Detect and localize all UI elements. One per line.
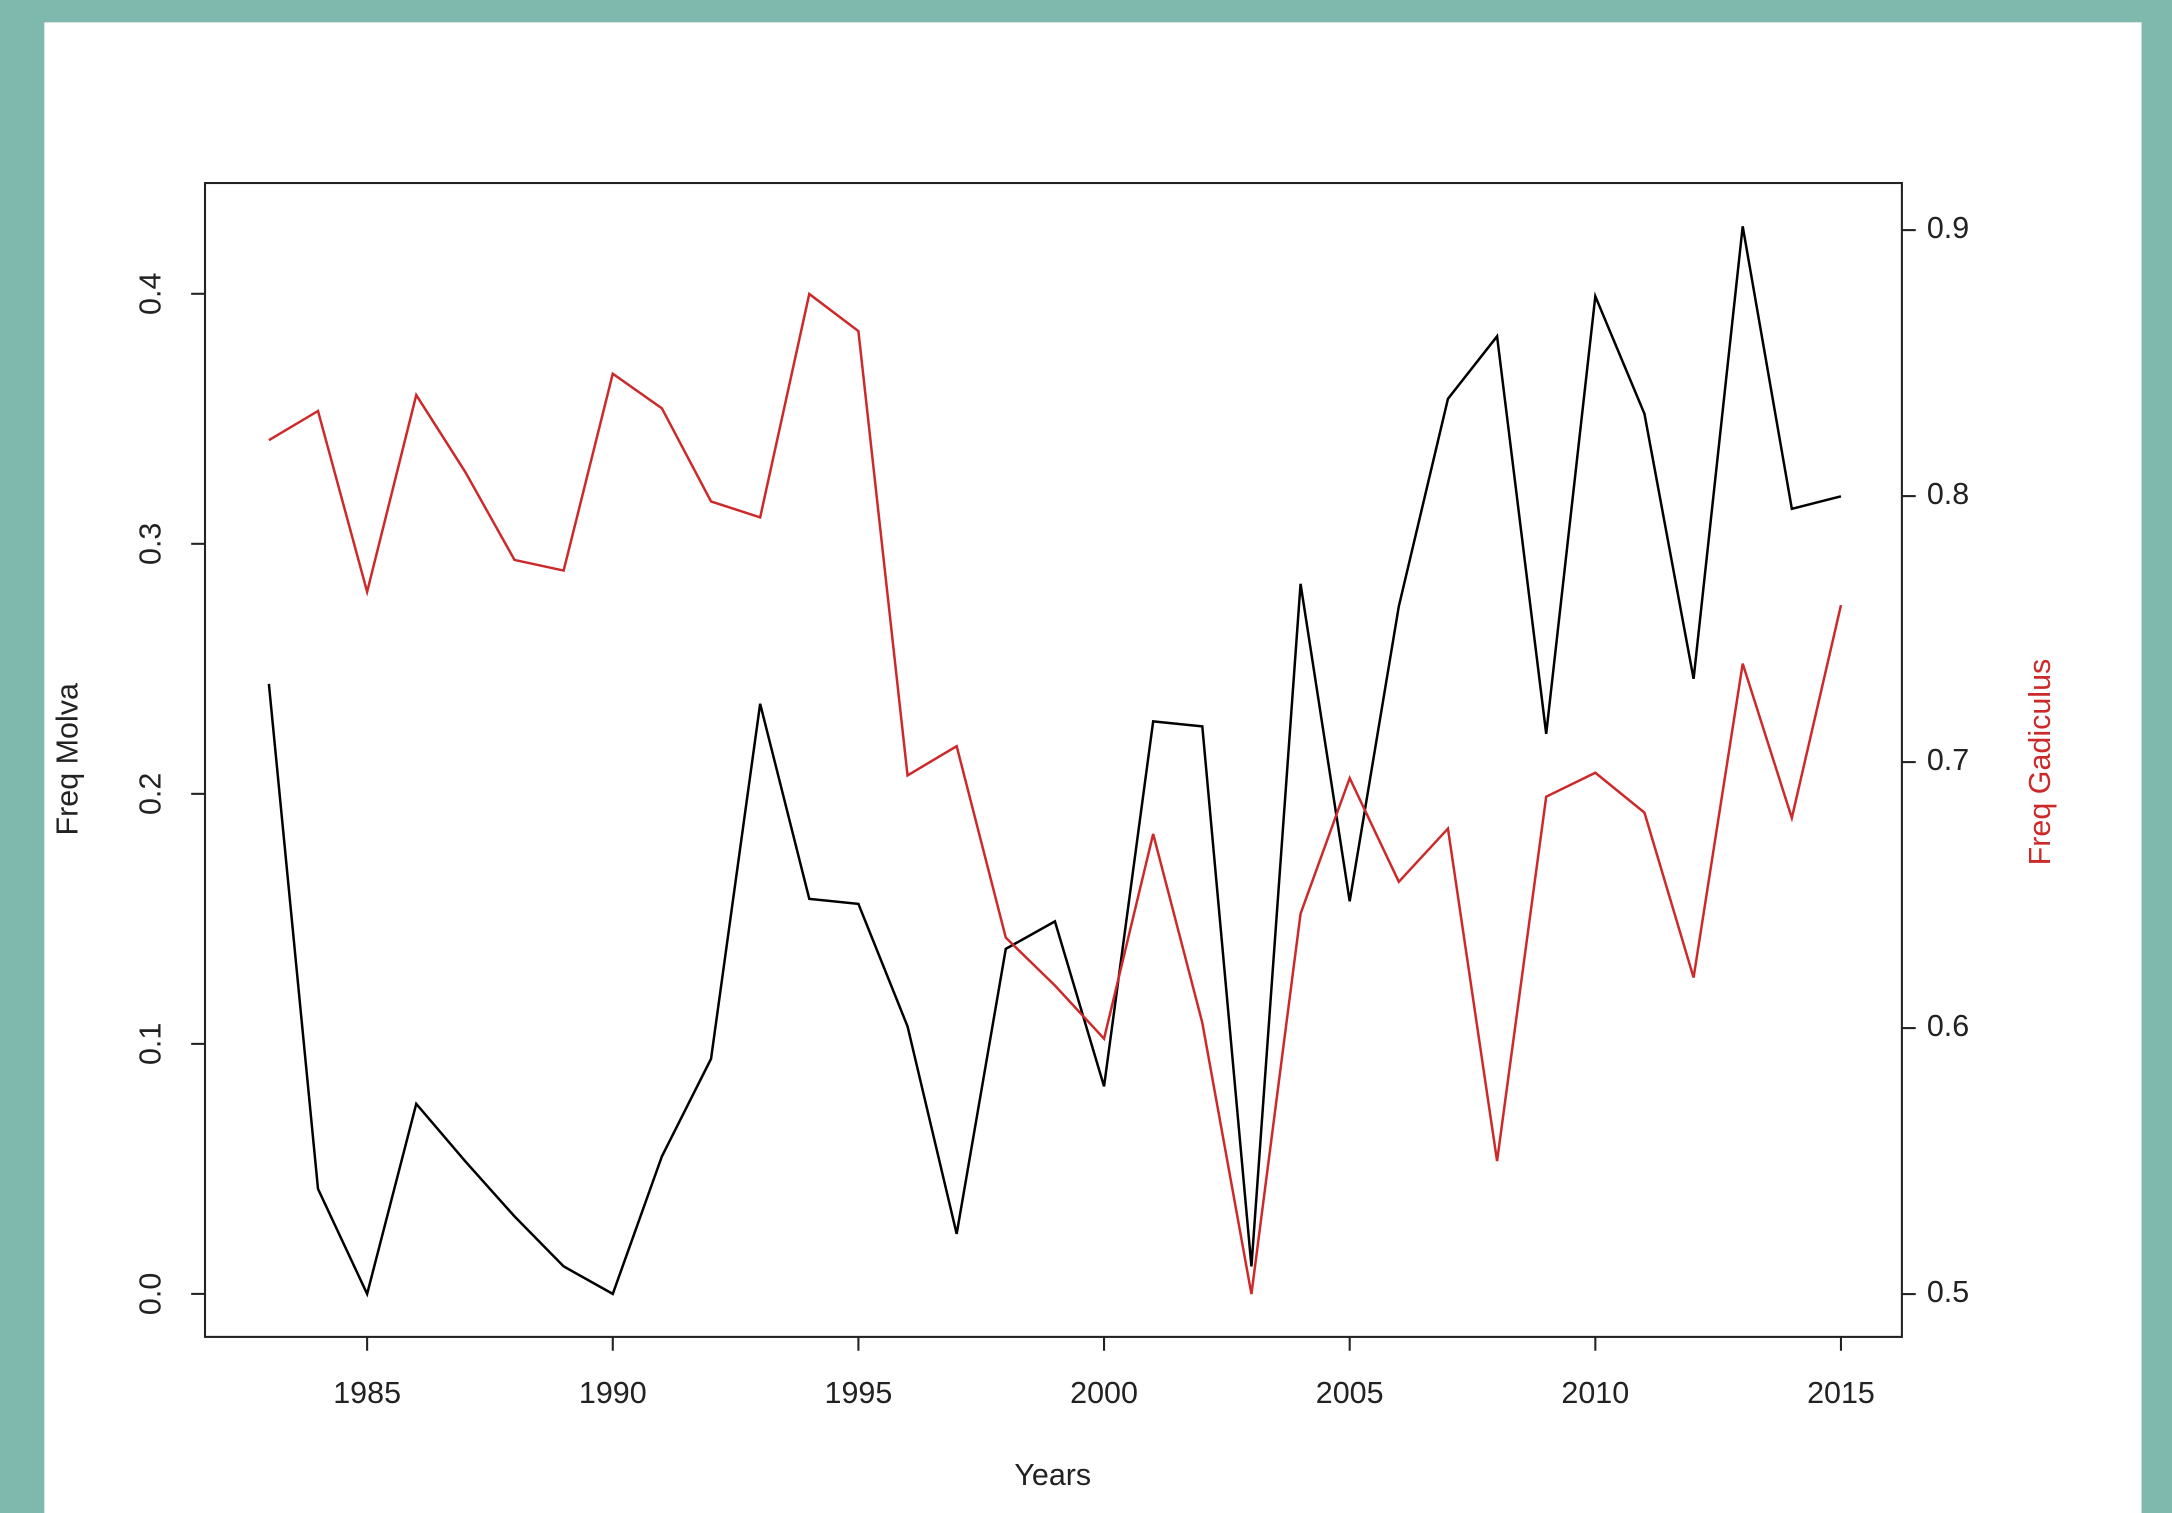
y-axis-label: Freq Molva bbox=[50, 683, 84, 835]
plot-frame bbox=[203, 181, 1903, 1338]
y-tick-label: 0.2 bbox=[133, 773, 167, 815]
y-tick-label: 0.3 bbox=[133, 523, 167, 565]
y-tick-label: 0.0 bbox=[133, 1273, 167, 1315]
x-tick-label: 1990 bbox=[579, 1376, 647, 1410]
x-axis-label: Years bbox=[1014, 1458, 1091, 1492]
x-tick-label: 2015 bbox=[1807, 1376, 1875, 1410]
series-line bbox=[268, 291, 1843, 1295]
y2-tick-label: 0.8 bbox=[1927, 477, 1969, 511]
panel bbox=[44, 22, 2142, 1513]
x-tick-label: 1985 bbox=[333, 1376, 401, 1410]
series-line bbox=[267, 226, 1842, 1298]
y-tick-label: 0.4 bbox=[133, 273, 167, 315]
x-tick-label: 2005 bbox=[1316, 1376, 1384, 1410]
y-tick-label: 0.1 bbox=[133, 1023, 167, 1065]
y2-tick-label: 0.9 bbox=[1927, 211, 1969, 245]
x-tick-label: 1995 bbox=[825, 1376, 893, 1410]
y2-axis-label: Freq Gadiculus bbox=[2023, 659, 2057, 866]
x-tick-label: 2000 bbox=[1070, 1376, 1138, 1410]
y2-tick-label: 0.7 bbox=[1927, 743, 1969, 777]
y2-tick-label: 0.5 bbox=[1927, 1275, 1969, 1309]
y2-tick-label: 0.6 bbox=[1927, 1009, 1969, 1043]
x-tick-label: 2010 bbox=[1561, 1376, 1629, 1410]
